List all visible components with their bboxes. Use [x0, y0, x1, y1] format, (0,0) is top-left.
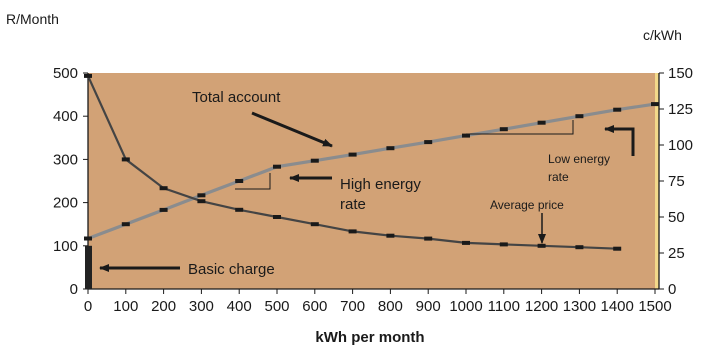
data-point — [348, 152, 357, 157]
data-point — [499, 127, 508, 132]
low-rate-step-bracket — [466, 120, 574, 135]
data-point — [197, 193, 206, 198]
x-tick-label: 1100 — [488, 298, 520, 315]
data-point — [462, 133, 470, 138]
data-point — [651, 102, 659, 107]
series-line — [87, 102, 656, 240]
data-point — [537, 120, 546, 125]
y-right-tick-label: 75 — [668, 173, 685, 190]
data-point — [121, 222, 130, 227]
data-point — [462, 240, 470, 245]
y-left-tick-label: 500 — [53, 65, 78, 82]
y-right-tick-label: 0 — [668, 281, 676, 298]
x-tick-label: 1400 — [601, 298, 634, 315]
data-point — [310, 158, 319, 163]
x-tick-label: 700 — [340, 298, 365, 315]
data-point — [159, 207, 168, 212]
annotation-basic-charge: Basic charge — [188, 261, 275, 278]
x-tick-label: 200 — [151, 298, 176, 315]
data-point — [499, 242, 508, 247]
x-tick-label: 1000 — [449, 298, 482, 315]
data-point — [235, 207, 244, 212]
y-right-axis-unit: c/kWh — [643, 27, 682, 43]
annotation-average-price: Average price — [490, 198, 564, 212]
basic-charge-bar — [85, 245, 92, 289]
data-point — [386, 233, 395, 238]
data-point — [310, 222, 319, 227]
data-point — [424, 140, 433, 145]
y-left-tick-label: 0 — [70, 281, 78, 298]
data-point — [575, 114, 584, 119]
plot-area-background — [88, 73, 655, 289]
y-right-axis-ticks: 0 25 50 75 100 125 150 — [659, 65, 693, 298]
y-left-tick-label: 200 — [53, 195, 78, 212]
data-point — [348, 229, 357, 234]
y-left-tick-label: 300 — [53, 151, 78, 168]
data-point — [235, 179, 244, 183]
data-point — [613, 246, 622, 251]
y-right-tick-label: 50 — [668, 209, 685, 226]
y-left-tick-label: 100 — [53, 238, 78, 255]
data-point — [84, 73, 92, 78]
data-point — [84, 236, 92, 241]
x-tick-label: 600 — [302, 298, 327, 315]
right-axis-strip — [655, 73, 659, 289]
x-tick-label: 1300 — [563, 298, 596, 315]
data-point — [537, 243, 546, 248]
arrow-low-energy-rate — [604, 125, 635, 156]
x-tick-label: 400 — [227, 298, 252, 315]
y-right-tick-label: 100 — [668, 137, 693, 154]
x-tick-label: 1200 — [525, 298, 558, 315]
annotation-total-account: Total account — [192, 89, 281, 106]
x-tick-label: 0 — [84, 298, 92, 315]
arrow-total-account — [251, 111, 333, 148]
x-tick-label: 900 — [416, 298, 441, 315]
y-right-tick-label: 125 — [668, 101, 693, 118]
x-tick-label: 1500 — [638, 298, 671, 315]
x-tick-label: 300 — [189, 298, 214, 315]
x-tick-label: 500 — [264, 298, 289, 315]
series-total-account — [84, 102, 659, 241]
data-point — [424, 236, 433, 241]
x-tick-label: 800 — [378, 298, 403, 315]
annotation-low-energy-rate-line2: rate — [548, 170, 569, 184]
x-tick-label: 100 — [113, 298, 138, 315]
y-left-axis-unit: R/Month — [6, 11, 59, 27]
y-left-tick-label: 400 — [53, 108, 78, 125]
data-point — [159, 186, 168, 191]
data-point — [273, 215, 281, 219]
data-point — [575, 245, 584, 250]
y-right-tick-label: 150 — [668, 65, 693, 82]
data-point — [121, 157, 130, 162]
x-axis-title: kWh per month — [315, 329, 424, 346]
high-rate-step-bracket — [235, 173, 271, 190]
data-point — [386, 146, 395, 151]
annotation-low-energy-rate-line1: Low energy — [548, 152, 610, 166]
annotation-high-energy-rate-line2: rate — [340, 196, 366, 213]
y-left-axis-ticks: 0 100 200 300 400 500 — [53, 65, 88, 298]
series-average-price — [84, 73, 622, 251]
data-point — [613, 107, 622, 112]
x-axis-ticks: 0 100 200 300 400 500 600 700 800 900 1000 1100 1200… — [84, 289, 672, 315]
data-point — [197, 199, 206, 204]
y-right-tick-label: 25 — [668, 245, 685, 262]
annotation-high-energy-rate-line1: High energy — [340, 176, 421, 193]
data-point — [273, 164, 281, 169]
